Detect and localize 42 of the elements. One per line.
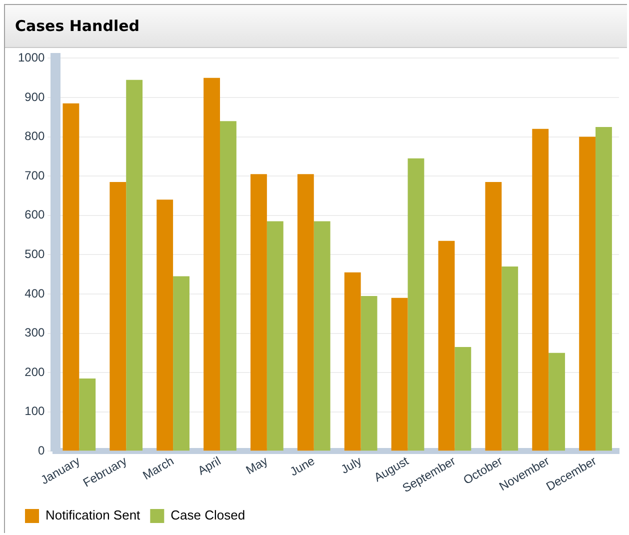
bar [79, 378, 96, 451]
y-tick-label: 400 [24, 286, 46, 300]
y-tick-label: 600 [24, 208, 46, 222]
bar [220, 121, 236, 451]
bar [314, 221, 330, 451]
bar [204, 78, 220, 451]
bar [502, 266, 518, 451]
x-tick-label: May [243, 454, 270, 478]
bar [344, 272, 361, 451]
bar [532, 128, 549, 451]
y-tick-label: 500 [24, 247, 46, 261]
x-tick-label: July [338, 454, 364, 477]
legend-label: Notification Sent [46, 508, 141, 523]
bar [391, 298, 408, 451]
bar [438, 240, 455, 451]
bar [360, 296, 378, 451]
bar [266, 221, 284, 451]
bar [454, 347, 472, 451]
bar [408, 158, 424, 451]
bar [485, 182, 502, 451]
bar [126, 80, 143, 451]
legend-label: Case Closed [170, 508, 246, 523]
bar [250, 174, 267, 451]
bar [110, 182, 126, 451]
bar [173, 276, 190, 451]
y-tick-label: 1000 [18, 50, 46, 65]
y-tick-label: 200 [24, 364, 46, 379]
bar [596, 126, 612, 451]
y-tick-label: 100 [24, 404, 46, 418]
bar [297, 174, 314, 451]
chart-title: Cases Handled [5, 5, 627, 48]
bar [548, 352, 566, 451]
y-tick-label: 700 [24, 168, 46, 182]
bar [579, 136, 596, 451]
y-tick-label: 300 [24, 326, 46, 340]
y-tick-label: 900 [24, 90, 46, 104]
y-tick-label: 0 [38, 443, 46, 458]
bar [62, 103, 80, 451]
x-tick-label: June [287, 454, 318, 479]
y-tick-label: 800 [24, 129, 46, 144]
x-tick-label: April [195, 454, 224, 478]
bar [156, 200, 174, 451]
